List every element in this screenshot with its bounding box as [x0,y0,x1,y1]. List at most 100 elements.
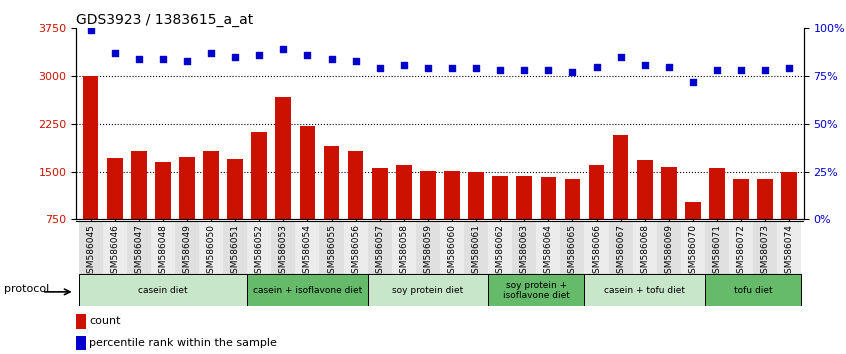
Text: protocol: protocol [3,284,49,294]
Point [686,79,700,85]
Text: soy protein diet: soy protein diet [393,286,464,295]
Text: GSM586049: GSM586049 [183,224,191,279]
Point [349,58,362,64]
Point [758,68,772,73]
Point [421,65,435,71]
Point [228,54,242,60]
Text: GSM586073: GSM586073 [761,224,770,279]
Point [590,64,603,69]
Text: GSM586057: GSM586057 [375,224,384,279]
Bar [608,221,633,274]
Text: GSM586068: GSM586068 [640,224,649,279]
Text: GSM586062: GSM586062 [496,224,505,279]
Bar [102,221,127,274]
Bar [709,168,725,267]
Point [470,65,483,71]
Bar [516,176,532,267]
Bar [368,274,488,306]
Bar [733,179,749,267]
Bar [444,171,459,267]
Bar [299,126,316,267]
Point [710,68,723,73]
Bar [440,221,464,274]
Bar [681,221,705,274]
Text: GSM586065: GSM586065 [568,224,577,279]
Bar [753,221,777,274]
Bar [199,221,223,274]
Text: GSM586059: GSM586059 [423,224,432,279]
Bar [541,177,556,267]
Bar [585,274,705,306]
Point [662,64,676,69]
Text: GDS3923 / 1383615_a_at: GDS3923 / 1383615_a_at [76,13,254,27]
Text: GSM586074: GSM586074 [785,224,794,279]
Bar [251,132,267,267]
Bar [175,221,199,274]
Bar [589,165,604,267]
Bar [705,274,801,306]
Bar [203,151,219,267]
Bar [83,76,98,267]
Bar [276,97,291,267]
Point [566,69,580,75]
Text: GSM586058: GSM586058 [399,224,409,279]
Text: GSM586046: GSM586046 [110,224,119,279]
Bar [372,168,387,267]
Bar [76,336,85,350]
Point [614,54,628,60]
Point [638,62,651,68]
Point [541,68,555,73]
Bar [633,221,656,274]
Bar [564,179,580,267]
Text: percentile rank within the sample: percentile rank within the sample [89,338,277,348]
Text: GSM586071: GSM586071 [712,224,722,279]
Bar [782,172,797,267]
Bar [512,221,536,274]
Point [734,68,748,73]
Bar [79,221,102,274]
Point [518,68,531,73]
Point [325,56,338,62]
Point [300,52,314,58]
Bar [131,151,146,267]
Bar [392,221,416,274]
Text: GSM586072: GSM586072 [737,224,745,279]
Bar [247,274,368,306]
Text: GSM586070: GSM586070 [689,224,697,279]
Point [373,65,387,71]
Bar [464,221,488,274]
Text: casein diet: casein diet [138,286,188,295]
Point [84,27,97,33]
Text: GSM586060: GSM586060 [448,224,457,279]
Bar [637,160,652,267]
Bar [247,221,272,274]
Point [277,46,290,52]
Bar [348,151,364,267]
Bar [320,221,343,274]
Bar [272,221,295,274]
Point [108,50,122,56]
Text: GSM586056: GSM586056 [351,224,360,279]
Point [132,56,146,62]
Bar [729,221,753,274]
Bar [179,157,195,267]
Text: GSM586048: GSM586048 [158,224,168,279]
Text: casein + tofu diet: casein + tofu diet [604,286,685,295]
Bar [324,145,339,267]
Bar [536,221,560,274]
Bar [777,221,801,274]
Point [157,56,170,62]
Bar [560,221,585,274]
Bar [396,165,412,267]
Bar [685,202,700,267]
Bar [368,221,392,274]
Bar [661,167,677,267]
Point [445,65,459,71]
Bar [155,162,171,267]
Text: GSM586053: GSM586053 [279,224,288,279]
Bar [656,221,681,274]
Text: GSM586064: GSM586064 [544,224,552,279]
Text: GSM586066: GSM586066 [592,224,601,279]
Bar [488,274,585,306]
Bar [295,221,320,274]
